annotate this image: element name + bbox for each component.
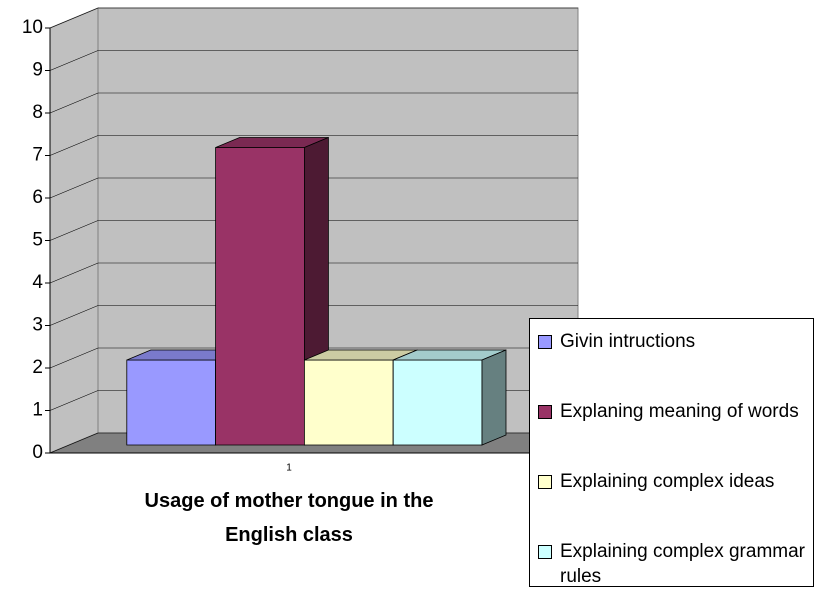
legend: Givin intructions Explaning meaning of wo… bbox=[529, 318, 814, 587]
bar-front bbox=[215, 147, 305, 446]
legend-swatch bbox=[538, 405, 552, 419]
grid-line bbox=[49, 7, 578, 29]
legend-label: Explaning meaning of words bbox=[560, 401, 799, 422]
bar-front bbox=[303, 359, 394, 446]
legend-label: Givin intructions bbox=[560, 331, 696, 352]
legend-swatch bbox=[538, 475, 552, 489]
y-tick-label: 7 bbox=[32, 145, 43, 166]
grid-line bbox=[49, 262, 578, 284]
grid-line bbox=[49, 177, 578, 199]
y-tick-label: 10 bbox=[22, 17, 43, 38]
y-tick-label: 3 bbox=[32, 315, 43, 336]
grid-line bbox=[49, 50, 578, 71]
bar-side bbox=[481, 349, 507, 446]
y-tick-label: 5 bbox=[32, 230, 43, 251]
y-tick-label: 8 bbox=[32, 102, 43, 123]
grid-line bbox=[49, 135, 578, 156]
legend-label: Explaining complex grammar rules bbox=[560, 541, 805, 587]
bar-front bbox=[126, 359, 217, 446]
grid-line bbox=[49, 220, 578, 241]
y-tick-label: 4 bbox=[32, 272, 43, 293]
x-tick-label: 1 bbox=[286, 463, 292, 474]
grid-line bbox=[49, 92, 578, 114]
legend-item: Explaining complex ideas bbox=[538, 469, 810, 494]
y-tick-label: 1 bbox=[32, 400, 43, 421]
y-tick-label: 0 bbox=[32, 442, 43, 463]
y-tick-label: 9 bbox=[32, 60, 43, 81]
legend-item: Explaning meaning of words bbox=[538, 399, 810, 424]
grid-line bbox=[49, 347, 578, 369]
y-tick-label: 2 bbox=[32, 357, 43, 378]
legend-item: Givin intructions bbox=[538, 329, 810, 354]
legend-swatch bbox=[538, 545, 552, 559]
legend-swatch bbox=[538, 335, 552, 349]
grid-line bbox=[49, 305, 578, 326]
legend-label: Explaining complex ideas bbox=[560, 471, 775, 492]
bar-front bbox=[392, 359, 483, 446]
legend-item: Explaining complex grammar rules bbox=[538, 539, 810, 589]
y-tick-label: 6 bbox=[32, 187, 43, 208]
x-axis-title: Usage of mother tongue in the English cl… bbox=[144, 490, 434, 546]
